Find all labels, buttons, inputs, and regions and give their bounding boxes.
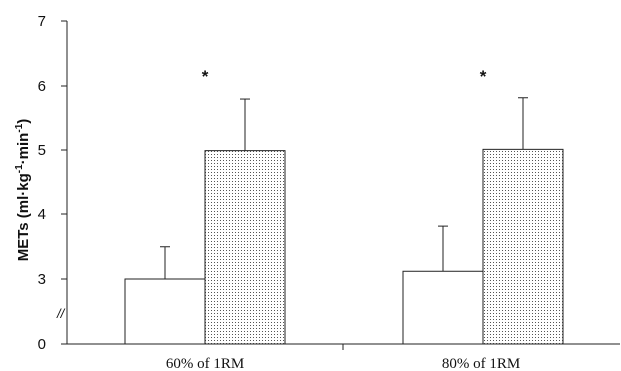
y-tick-label-5: 5: [38, 142, 46, 159]
bar-white-1: [402, 270, 484, 345]
bars-layer: * *: [124, 67, 564, 345]
ylabel-sup1: -1: [14, 164, 25, 173]
axis-break-marker: //: [56, 306, 66, 321]
significance-marker-1: *: [480, 67, 487, 86]
y-tick-label-0: 0: [38, 336, 46, 353]
bar-white-0: [124, 278, 206, 345]
ylabel-main: METs (ml·kg: [15, 173, 32, 261]
y-ticks: [61, 20, 67, 345]
y-tick-label-6: 6: [38, 78, 46, 95]
ylabel-end: ): [15, 119, 32, 124]
y-tick-label-7: 7: [38, 13, 46, 30]
y-tick-label-4: 4: [38, 206, 46, 223]
significance-marker-0: *: [202, 67, 209, 86]
x-category-label-0: 60% of 1RM: [166, 356, 244, 371]
x-category-label-1: 80% of 1RM: [442, 356, 520, 371]
y-tick-label-3: 3: [38, 271, 46, 288]
bar-dotted-1: [482, 148, 564, 345]
bar-dotted-0: [204, 150, 286, 345]
ylabel-sup2: -1: [14, 123, 25, 132]
y-axis-label: METs (ml·kg-1·min-1): [14, 119, 32, 262]
ylabel-mid: ·min: [15, 133, 32, 165]
